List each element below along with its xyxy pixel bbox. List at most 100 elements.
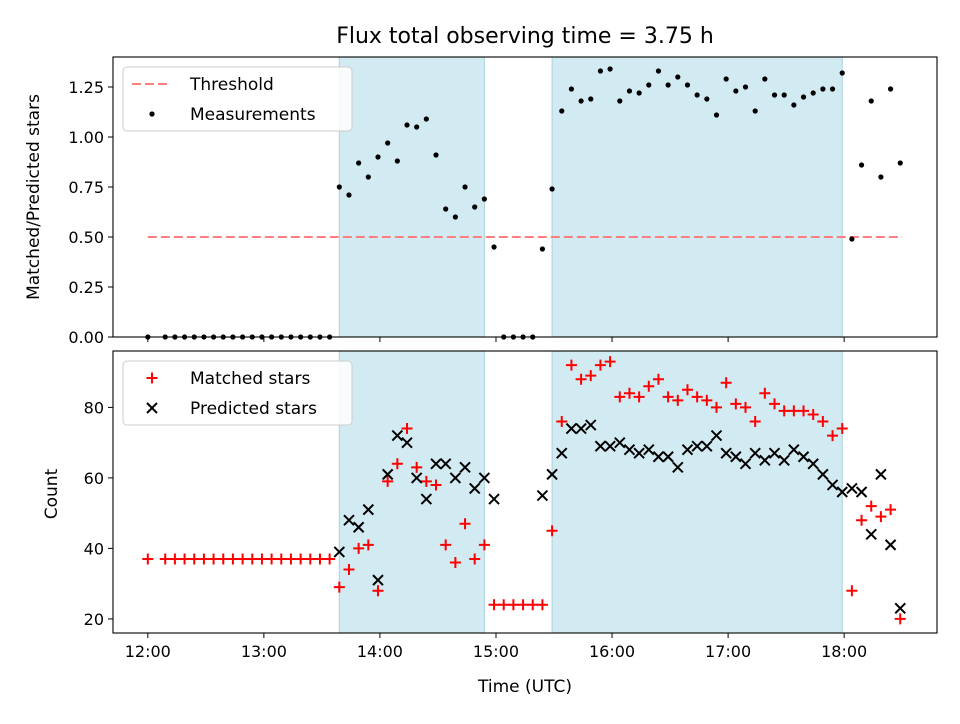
data-point <box>733 88 739 94</box>
data-point <box>556 416 568 427</box>
data-point <box>594 359 606 371</box>
y-tick-label: 20 <box>84 610 104 629</box>
y-tick-label: 40 <box>84 539 104 558</box>
data-point <box>430 479 442 491</box>
data-point <box>826 479 839 491</box>
data-point <box>759 387 771 399</box>
data-point <box>694 92 700 98</box>
axes-frame <box>112 56 938 338</box>
data-point <box>462 184 468 190</box>
data-point <box>607 66 613 72</box>
data-point <box>588 96 594 102</box>
data-point <box>491 244 497 250</box>
x-tick-label: 14:00 <box>357 642 403 661</box>
data-point <box>846 585 858 597</box>
data-point <box>449 472 462 484</box>
data-point <box>878 174 884 180</box>
data-point <box>836 486 848 498</box>
data-point <box>385 140 391 146</box>
data-point <box>817 416 829 427</box>
data-point <box>517 599 529 611</box>
data-point <box>762 76 768 82</box>
data-point <box>443 206 449 212</box>
data-point <box>749 447 761 459</box>
data-point <box>652 451 665 463</box>
data-point <box>623 387 635 399</box>
data-point <box>536 489 549 502</box>
data-point <box>788 405 800 417</box>
data-point <box>565 422 578 435</box>
data-point <box>675 74 681 80</box>
data-point <box>304 553 316 565</box>
data-point <box>459 518 471 530</box>
data-point <box>439 458 452 470</box>
data-point <box>559 108 565 114</box>
data-point <box>159 553 171 565</box>
data-point <box>488 599 500 611</box>
data-point <box>142 553 154 565</box>
data-point <box>827 430 839 442</box>
data-point <box>720 377 732 389</box>
y-tick-label: 0.00 <box>68 328 104 347</box>
data-point <box>372 585 384 597</box>
data-point <box>356 160 362 166</box>
data-point <box>449 557 461 568</box>
data-point <box>362 503 375 516</box>
data-point <box>672 461 684 474</box>
data-point <box>459 461 471 474</box>
legend: Threshold Measurements <box>122 66 353 132</box>
data-point <box>478 539 490 551</box>
data-point <box>336 184 342 190</box>
data-point <box>643 443 655 456</box>
data-point <box>604 440 616 452</box>
data-point <box>188 553 200 565</box>
data-point <box>846 482 858 495</box>
data-point <box>324 553 336 565</box>
data-point <box>568 86 575 92</box>
data-point <box>208 553 220 565</box>
data-point <box>575 373 587 385</box>
data-point <box>585 370 597 382</box>
data-point <box>887 86 894 92</box>
data-point <box>771 92 778 98</box>
y-axis-label-bottom: Count <box>42 468 62 519</box>
data-point <box>817 468 829 481</box>
data-point <box>875 468 887 481</box>
data-point <box>768 447 781 459</box>
data-point <box>710 429 723 442</box>
data-point <box>839 70 845 76</box>
data-point <box>797 451 810 463</box>
data-point <box>346 192 352 198</box>
data-point <box>411 461 423 473</box>
data-point <box>858 162 865 168</box>
legend: Matched stars Predicted stars <box>122 360 353 426</box>
legend-label: Measurements <box>190 105 316 125</box>
data-point <box>778 454 790 466</box>
data-point <box>730 451 742 463</box>
data-point <box>365 174 371 180</box>
data-point <box>684 82 691 88</box>
legend-swatch <box>146 402 158 414</box>
data-point <box>546 525 558 537</box>
data-point <box>527 599 539 611</box>
observing-window-2 <box>551 56 843 338</box>
data-point <box>401 423 413 435</box>
data-point <box>352 521 365 533</box>
data-point <box>849 236 855 242</box>
axes-frame <box>112 350 938 634</box>
data-point <box>256 553 268 565</box>
data-point <box>691 391 703 403</box>
data-point <box>478 472 491 484</box>
series-matched-stars <box>142 356 906 625</box>
data-point <box>836 423 848 435</box>
data-point <box>820 86 826 92</box>
data-point <box>704 96 710 102</box>
data-point <box>372 574 384 586</box>
data-point <box>885 504 897 516</box>
data-point <box>710 401 722 413</box>
x-tick-label: 12:00 <box>125 642 171 661</box>
data-point <box>420 475 432 487</box>
data-point <box>662 391 674 403</box>
data-point <box>275 553 287 565</box>
